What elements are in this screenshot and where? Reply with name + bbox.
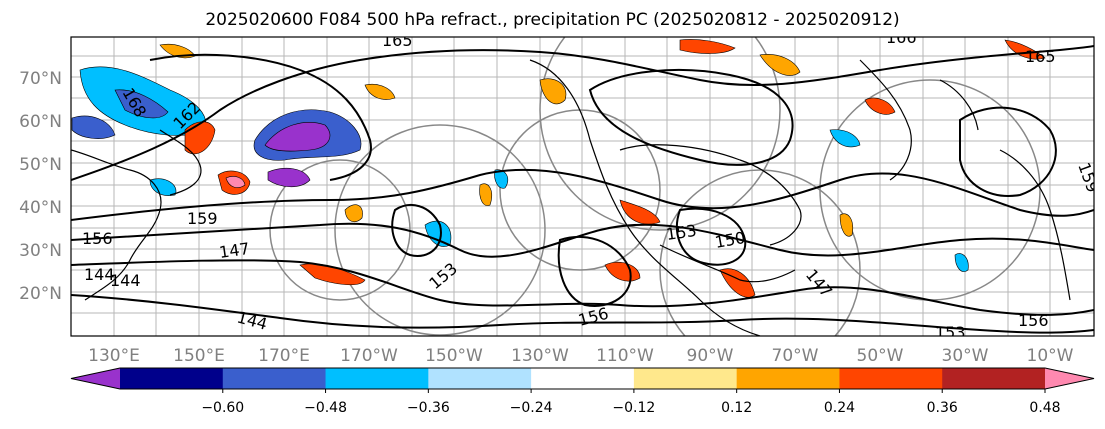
contour-labels: 165 166 165 168 162 159 156 147 144 153 … bbox=[82, 28, 1094, 342]
colorbar: −0.60 −0.48 −0.36 −0.24 −0.12 0.12 0.24 0.36 0.4… bbox=[70, 367, 1095, 416]
contour-label: 153 bbox=[665, 221, 698, 244]
colorbar-outline bbox=[70, 367, 1095, 390]
colorbar-segment bbox=[942, 368, 1046, 389]
latitude-labels: 70°N 60°N 50°N 40°N 30°N 20°N bbox=[19, 69, 62, 304]
lon-label: 170°E bbox=[258, 346, 310, 366]
colorbar-tick-label: −0.36 bbox=[407, 400, 450, 416]
lat-label: 50°N bbox=[19, 155, 62, 175]
coastlines bbox=[71, 59, 1071, 336]
colorbar-tick-label: 0.12 bbox=[721, 400, 752, 416]
lat-label: 60°N bbox=[19, 112, 62, 132]
colorbar-segment bbox=[120, 368, 224, 389]
colorbar-tick-label: −0.24 bbox=[510, 400, 553, 416]
contour-label: 156 bbox=[82, 229, 113, 248]
lat-label: 70°N bbox=[19, 69, 62, 89]
colorbar-tick-label: 0.36 bbox=[927, 400, 958, 416]
colorbar-extend-high bbox=[1045, 368, 1094, 389]
lon-label: 150°W bbox=[425, 346, 483, 366]
lat-label: 40°N bbox=[19, 198, 62, 218]
map-frame bbox=[70, 36, 1095, 337]
contour-label: 165 bbox=[1025, 47, 1056, 66]
colorbar-segment bbox=[633, 368, 738, 389]
colorbar-segment bbox=[325, 368, 429, 389]
longitude-labels: 130°E 150°E 170°E 170°W 150°W 130°W 110°… bbox=[88, 346, 1074, 366]
colorbar-tick-label: −0.12 bbox=[612, 400, 655, 416]
lon-label: 10°W bbox=[1027, 346, 1074, 366]
lon-label: 130°W bbox=[511, 346, 569, 366]
contour-label: 153 bbox=[935, 323, 966, 342]
map-plot-area: 165 166 165 168 162 159 156 147 144 153 … bbox=[71, 28, 1094, 342]
lon-label: 70°W bbox=[772, 346, 819, 366]
lon-label: 110°W bbox=[596, 346, 654, 366]
colorbar-tick-label: −0.60 bbox=[201, 400, 244, 416]
contour-label: 156 bbox=[1018, 311, 1049, 330]
lon-label: 50°W bbox=[857, 346, 904, 366]
colorbar-extend-low bbox=[71, 368, 120, 389]
contour-label: 144 bbox=[110, 271, 141, 290]
height-contours bbox=[71, 45, 1094, 334]
colorbar-tick-label: 0.48 bbox=[1029, 400, 1060, 416]
precip-shading bbox=[71, 39, 1046, 298]
contour-label: 159 bbox=[187, 209, 218, 228]
colorbar-tick-label: 0.24 bbox=[824, 400, 855, 416]
colorbar-tick-label: −0.48 bbox=[304, 400, 347, 416]
lon-label: 130°E bbox=[88, 346, 140, 366]
contour-label: 165 bbox=[382, 31, 413, 50]
contour-label: 147 bbox=[218, 239, 251, 262]
lon-label: 170°W bbox=[340, 346, 398, 366]
colorbar-segment bbox=[736, 368, 840, 389]
colorbar-segment bbox=[531, 368, 635, 389]
colorbar-segment bbox=[222, 368, 327, 389]
lon-label: 150°E bbox=[173, 346, 225, 366]
contour-label: 144 bbox=[84, 265, 115, 284]
lat-label: 30°N bbox=[19, 241, 62, 261]
lat-label: 20°N bbox=[19, 284, 62, 304]
lon-label: 30°W bbox=[942, 346, 989, 366]
lon-label: 90°W bbox=[687, 346, 734, 366]
colorbar-segment bbox=[428, 368, 532, 389]
chart-title: 2025020600 F084 500 hPa refract., precip… bbox=[205, 10, 900, 30]
colorbar-segment bbox=[839, 368, 943, 389]
contour-label: 166 bbox=[886, 28, 917, 47]
